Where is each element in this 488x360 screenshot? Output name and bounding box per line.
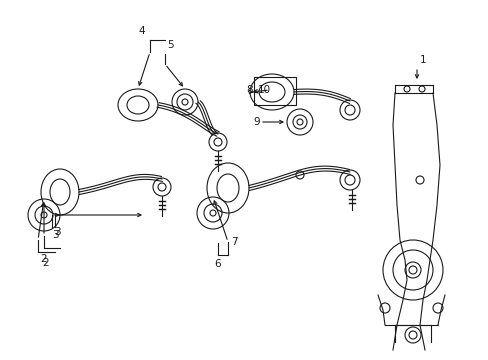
Bar	[253, 77, 295, 105]
Circle shape	[432, 303, 442, 313]
Text: 4: 4	[138, 26, 145, 36]
Circle shape	[296, 119, 303, 125]
Circle shape	[418, 86, 424, 92]
Text: 6: 6	[214, 259, 221, 269]
Text: 2: 2	[41, 254, 47, 264]
Circle shape	[408, 331, 416, 339]
Text: 8: 8	[246, 85, 252, 95]
Text: 3: 3	[52, 230, 58, 240]
Circle shape	[41, 212, 47, 218]
Circle shape	[415, 176, 423, 184]
Circle shape	[295, 171, 304, 179]
Text: 7: 7	[230, 237, 237, 247]
Text: 5: 5	[167, 40, 173, 50]
Circle shape	[209, 210, 216, 216]
Text: 2: 2	[42, 258, 49, 268]
Circle shape	[182, 99, 187, 105]
Text: 10: 10	[258, 85, 270, 95]
Text: 3: 3	[54, 227, 61, 237]
Text: 9: 9	[253, 117, 260, 127]
Text: 1: 1	[419, 55, 426, 65]
Circle shape	[379, 303, 389, 313]
Circle shape	[403, 86, 409, 92]
